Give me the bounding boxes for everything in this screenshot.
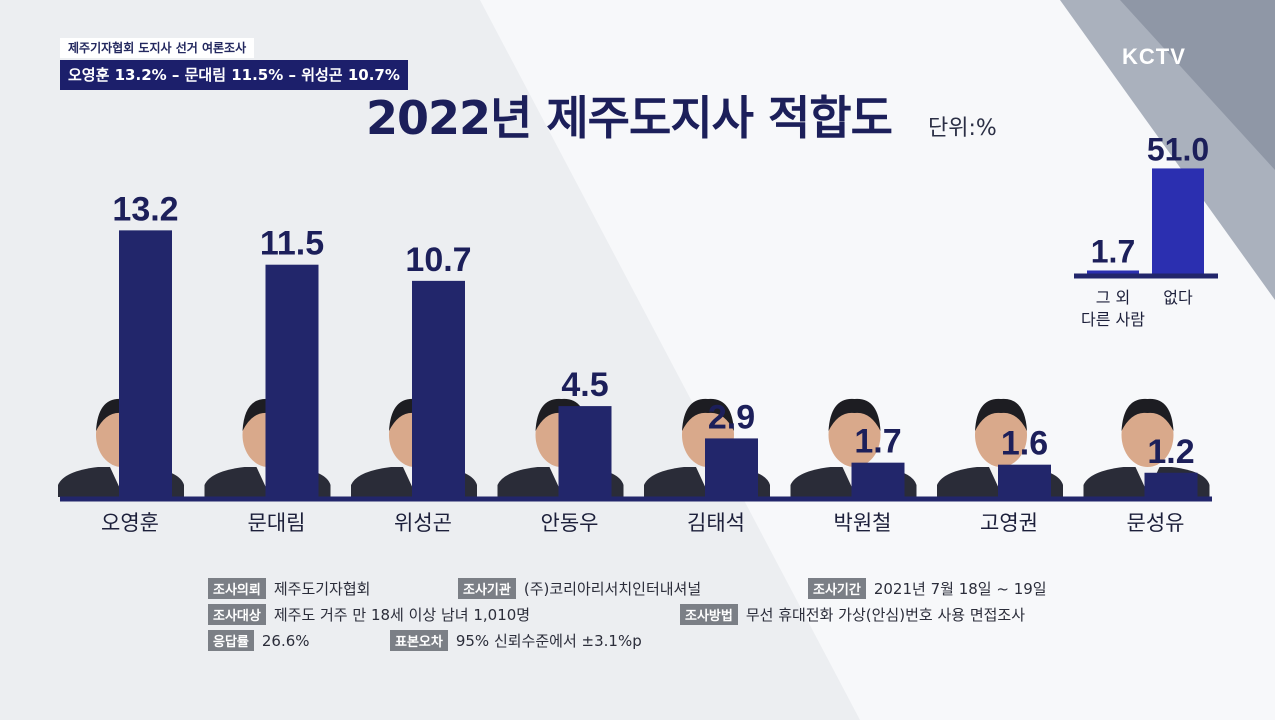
bar (705, 438, 758, 497)
bar (265, 264, 319, 497)
category-label: 고영권 (980, 511, 1038, 535)
category-label: 김태석 (687, 511, 745, 535)
survey-response-row: 응답률 26.6% (208, 630, 310, 651)
main-category-labels: 오영훈 문대림 위성곤 안동우 김태석 박원철 고영권 문성유 (101, 511, 1184, 535)
survey-target-value: 제주도 거주 만 18세 이상 남녀 1,010명 (273, 606, 531, 624)
summary-banner: 오영훈 13.2% – 문대림 11.5% – 위성곤 10.7% (60, 60, 408, 90)
value-label: 11.5 (260, 225, 324, 263)
category-label: 없다 (1163, 288, 1193, 307)
side-category-labels: 그 외 다른 사람 없다 (1081, 288, 1193, 329)
bar (1152, 168, 1204, 274)
category-label: 박원철 (834, 511, 892, 535)
source-label: 제주기자협회 도지사 선거 여론조사 (60, 38, 255, 58)
category-label: 위성곤 (394, 511, 452, 535)
main-bar-chart: 13.2 11.5 10.7 4.5 2.9 1.7 1.6 1.2 (112, 190, 1198, 498)
survey-method-tag: 조사방법 (680, 604, 738, 625)
category-label: 문성유 (1127, 511, 1185, 535)
value-label: 1.2 (1147, 433, 1194, 471)
value-label: 1.7 (1091, 233, 1135, 269)
value-label: 51.0 (1147, 131, 1209, 167)
value-label: 4.5 (561, 366, 608, 404)
survey-client-value: 제주도기자협회 (273, 580, 371, 598)
unit-label: 단위:% (928, 116, 997, 141)
category-label: 문대림 (248, 511, 306, 535)
chart-title: 2022년 제주도지사 적합도 (366, 91, 893, 145)
survey-error-tag: 표본오차 (390, 630, 448, 651)
survey-method-row: 조사방법 무선 휴대전화 가상(안심)번호 사용 면접조사 (680, 604, 1025, 625)
survey-target-tag: 조사대상 (208, 604, 266, 625)
side-bar-chart: 1.7 51.0 (1087, 131, 1209, 274)
bar (1087, 270, 1139, 274)
bar (1144, 472, 1198, 497)
bar (119, 230, 172, 498)
survey-client-row: 조사의뢰 제주도기자협회 (208, 578, 370, 599)
survey-method-value: 무선 휴대전화 가상(안심)번호 사용 면접조사 (745, 606, 1026, 624)
value-label: 1.6 (1001, 425, 1048, 463)
survey-period-value: 2021년 7월 18일 ~ 19일 (873, 580, 1047, 598)
category-label: 오영훈 (101, 511, 159, 535)
value-label: 1.7 (854, 423, 901, 461)
survey-agency-value: (주)코리아리서치인터내셔널 (523, 580, 702, 598)
survey-error-row: 표본오차 95% 신뢰수준에서 ±3.1%p (390, 630, 642, 651)
value-label: 2.9 (708, 398, 755, 436)
survey-agency-row: 조사기관 (주)코리아리서치인터내셔널 (458, 578, 701, 599)
survey-period-tag: 조사기간 (808, 578, 866, 599)
bar (998, 464, 1051, 497)
survey-error-value: 95% 신뢰수준에서 ±3.1%p (455, 632, 642, 650)
bar (412, 280, 465, 497)
survey-target-row: 조사대상 제주도 거주 만 18세 이상 남녀 1,010명 (208, 604, 530, 625)
survey-response-value: 26.6% (261, 632, 310, 650)
survey-agency-tag: 조사기관 (458, 578, 516, 599)
category-label: 그 외 다른 사람 (1081, 288, 1145, 329)
survey-client-tag: 조사의뢰 (208, 578, 266, 599)
survey-response-tag: 응답률 (208, 630, 254, 651)
bar (851, 462, 905, 497)
survey-period-row: 조사기간 2021년 7월 18일 ~ 19일 (808, 578, 1047, 599)
value-label: 13.2 (112, 190, 178, 228)
kctv-logo: KCTV (1122, 44, 1186, 69)
category-label: 안동우 (541, 511, 599, 535)
bar (558, 406, 612, 497)
value-label: 10.7 (405, 241, 471, 279)
